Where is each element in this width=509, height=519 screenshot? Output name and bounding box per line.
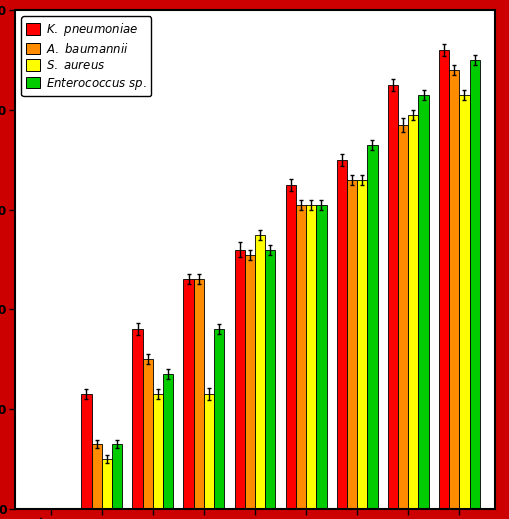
Bar [387,85,397,509]
Bar [254,235,265,509]
Bar [112,444,122,509]
Bar [295,204,305,509]
Bar [316,204,326,509]
Bar [91,444,102,509]
Bar [418,95,428,509]
Bar [163,374,173,509]
Bar [285,185,295,509]
Bar [214,329,224,509]
Bar [356,180,366,509]
Bar [469,60,479,509]
Bar [132,329,143,509]
Bar [305,204,316,509]
Bar [407,115,418,509]
Bar [336,160,346,509]
Bar [193,279,204,509]
Bar [459,95,469,509]
Bar [102,459,112,509]
Bar [438,50,448,509]
Bar [265,250,275,509]
Bar [204,394,214,509]
Bar [183,279,193,509]
Bar [366,145,377,509]
Bar [153,394,163,509]
Bar [397,125,407,509]
Bar [81,394,91,509]
Bar [346,180,356,509]
Bar [448,70,459,509]
Bar [234,250,244,509]
Bar [143,359,153,509]
Legend: $\mathit{K.\ pneumoniae}$, $\mathit{A.\ baumannii}$, $\mathit{S.\ aureus}$, $\ma: $\mathit{K.\ pneumoniae}$, $\mathit{A.\ … [21,16,151,97]
Bar [244,254,254,509]
